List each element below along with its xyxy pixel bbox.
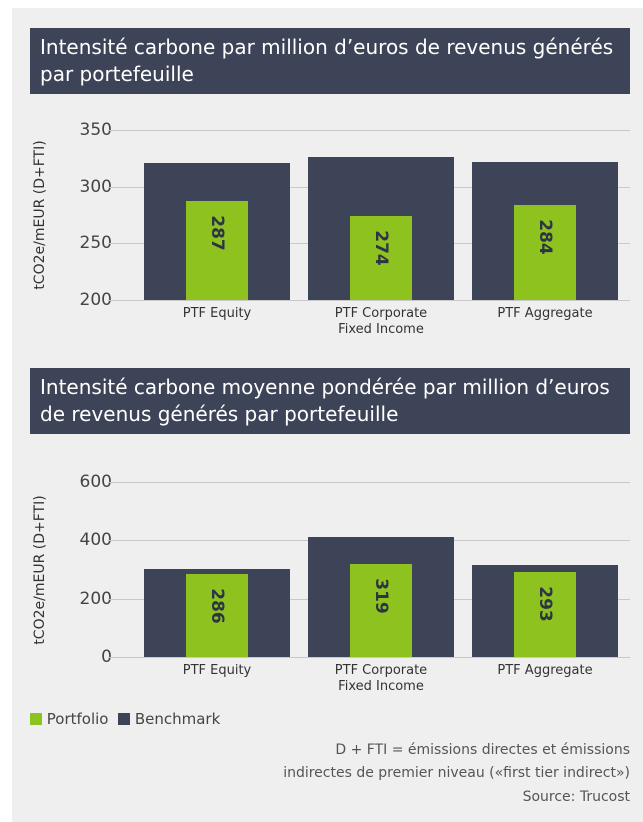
y-tick-label: 200: [79, 588, 112, 609]
y-tick-label: 600: [79, 472, 112, 492]
x-tick-label: PTF Corporate Fixed Income: [334, 306, 428, 337]
y-tick-label: 250: [79, 233, 112, 254]
x-tick-label: PTF Equity: [182, 663, 252, 678]
chart-title: Intensité carbone par million d’euros de…: [30, 28, 630, 94]
bar: [514, 204, 576, 300]
source: Source: Trucost: [522, 789, 630, 805]
y-tick-label: 350: [79, 120, 112, 140]
y-axis-label: tCO2e/mEUR (D+FTI): [32, 494, 48, 645]
x-tick-label: PTF Corporate Fixed Income: [334, 663, 428, 694]
page: Portfolio Benchmark D + FTI = émissions …: [12, 8, 643, 822]
grid-line: [108, 300, 630, 301]
x-tick-label: PTF Equity: [182, 306, 252, 321]
chart-title: Intensité carbone moyenne pondérée par m…: [30, 368, 630, 434]
legend-swatch: [30, 713, 42, 725]
footnote: indirectes de premier niveau («first tie…: [283, 765, 630, 781]
x-tick-label: PTF Aggregate: [497, 306, 593, 321]
value-label: 287: [207, 215, 227, 252]
value-label: 319: [371, 578, 391, 614]
y-tick-label: 0: [101, 647, 112, 667]
y-tick-label: 300: [79, 176, 112, 197]
legend: Portfolio Benchmark: [30, 710, 220, 728]
bar: [186, 201, 248, 300]
bar: [350, 216, 412, 300]
grid-line: [108, 657, 630, 658]
value-label: 284: [535, 219, 555, 255]
bar: [350, 563, 412, 657]
value-label: 286: [207, 587, 227, 624]
value-label: 274: [371, 230, 391, 266]
legend-swatch: [118, 713, 131, 725]
footnote: D + FTI = émissions directes et émission…: [335, 742, 630, 758]
grid-line: [108, 130, 630, 131]
bar: [186, 573, 248, 657]
x-tick-label: PTF Aggregate: [497, 663, 593, 678]
value-label: 293: [535, 585, 555, 622]
legend-label: Portfolio: [46, 710, 109, 728]
y-tick-label: 400: [79, 530, 112, 551]
y-axis-label: tCO2e/mEUR (D+FTI): [32, 140, 48, 290]
grid-line: [108, 482, 630, 483]
bar: [514, 571, 576, 657]
legend-label: Benchmark: [134, 710, 221, 728]
y-tick-label: 200: [79, 290, 112, 310]
